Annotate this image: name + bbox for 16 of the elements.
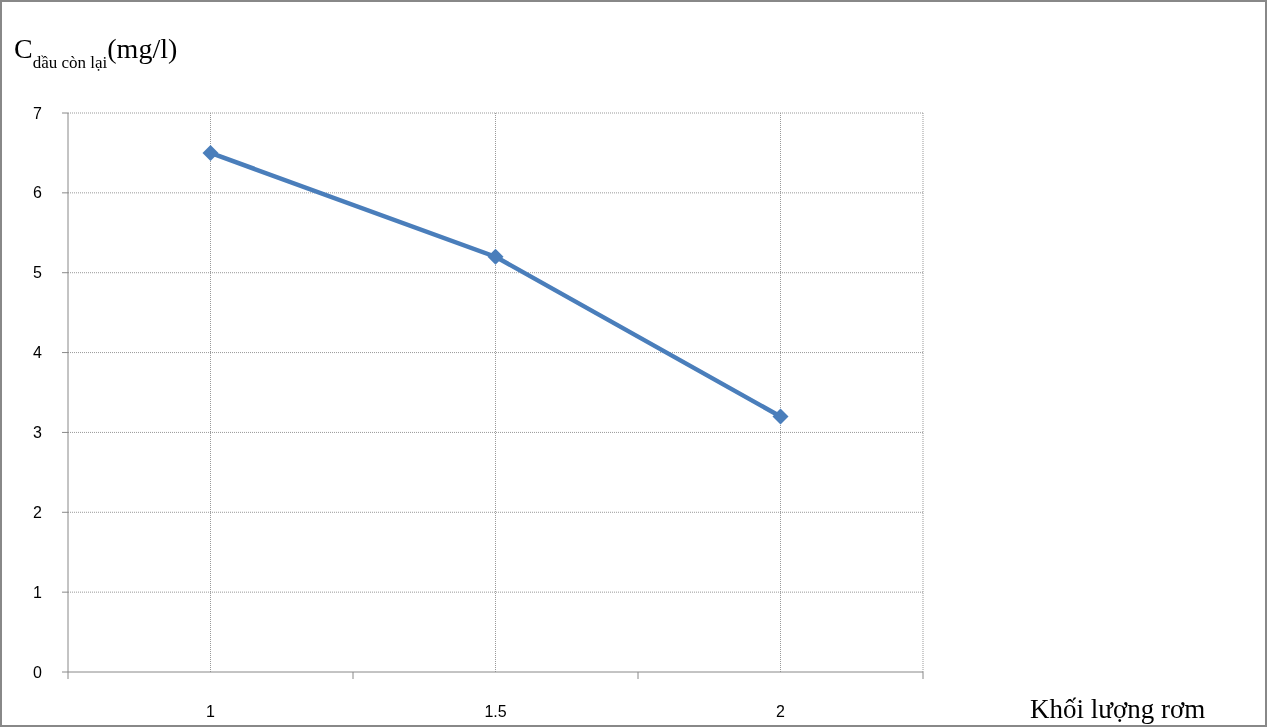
y-tick-label: 0 <box>33 663 43 681</box>
y-tick-label: 7 <box>33 104 43 122</box>
point <box>772 408 789 425</box>
x-axis-title: Khối lượng rơm <box>1030 694 1206 724</box>
point <box>487 248 504 265</box>
y-tick-label: 3 <box>33 424 43 442</box>
y-tick-label: 5 <box>33 264 43 282</box>
y-tick-label: 6 <box>33 184 43 202</box>
y-tick-label: 1 <box>33 583 43 601</box>
y-tick-label: 2 <box>33 503 43 521</box>
x-tick-label: 2 <box>776 703 786 720</box>
point <box>202 144 219 161</box>
y-tick-label: 4 <box>33 344 43 362</box>
y-axis-title: C$_{dầu còn lại}$(mg/l) <box>14 33 178 72</box>
x-tick-label: 1.5 <box>484 703 507 720</box>
x-tick-label: 1 <box>206 703 216 720</box>
